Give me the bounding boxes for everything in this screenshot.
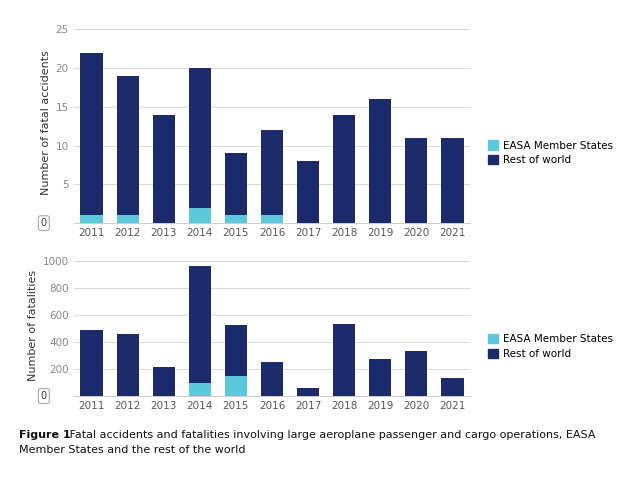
Bar	[261, 362, 283, 396]
Bar	[261, 130, 283, 216]
Bar	[116, 334, 139, 396]
Legend: EASA Member States, Rest of world: EASA Member States, Rest of world	[484, 136, 618, 169]
Bar	[369, 99, 392, 223]
Bar	[116, 216, 139, 223]
Bar	[405, 351, 428, 396]
Bar	[225, 216, 247, 223]
Bar	[189, 266, 211, 383]
Bar	[152, 115, 175, 223]
Bar	[369, 359, 392, 396]
Bar	[333, 115, 355, 223]
Bar	[152, 367, 175, 396]
Bar	[261, 216, 283, 223]
Bar	[189, 383, 211, 396]
Text: Figure 1: Figure 1	[19, 430, 71, 440]
Bar	[116, 76, 139, 216]
Text: 0: 0	[41, 391, 47, 401]
Bar	[333, 324, 355, 396]
Bar	[405, 138, 428, 223]
Y-axis label: Number of fatal accidents: Number of fatal accidents	[42, 50, 51, 195]
Y-axis label: Number of fatalities: Number of fatalities	[28, 270, 38, 381]
Bar	[189, 68, 211, 208]
Bar	[297, 161, 319, 223]
Text: 0: 0	[41, 218, 47, 228]
Bar	[441, 378, 463, 396]
Bar	[297, 388, 319, 396]
Bar	[81, 216, 103, 223]
Text: Fatal accidents and fatalities involving large aeroplane passenger and cargo ope: Fatal accidents and fatalities involving…	[66, 430, 595, 440]
Legend: EASA Member States, Rest of world: EASA Member States, Rest of world	[484, 330, 618, 363]
Bar	[441, 138, 463, 223]
Bar	[225, 154, 247, 216]
Bar	[225, 376, 247, 396]
Bar	[225, 325, 247, 376]
Bar	[81, 330, 103, 396]
Bar	[189, 208, 211, 223]
Bar	[81, 53, 103, 216]
Text: Member States and the rest of the world: Member States and the rest of the world	[19, 445, 246, 455]
